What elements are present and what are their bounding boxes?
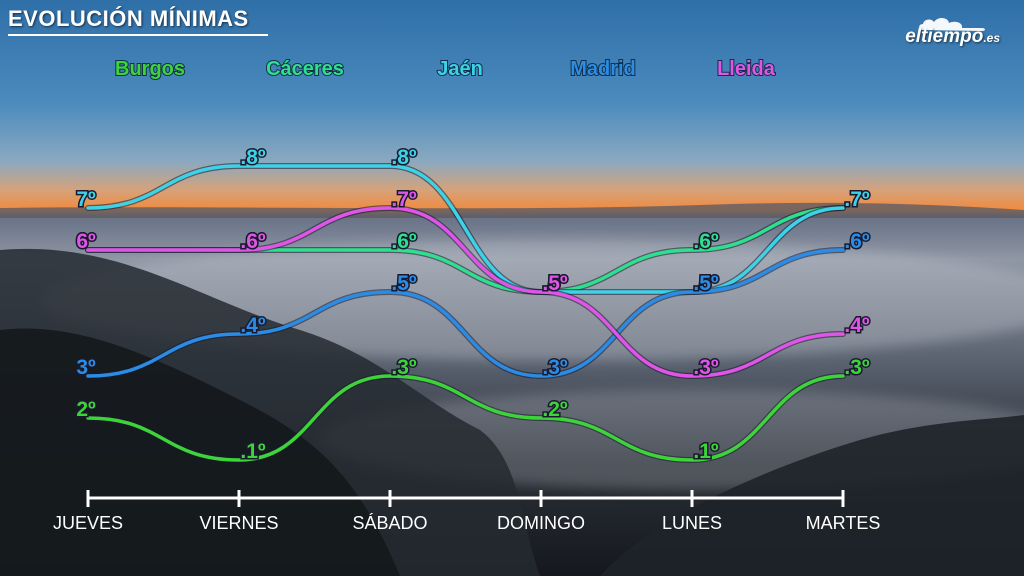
logo-suffix: .es (983, 31, 1000, 45)
data-label-jaen-0: 7º (76, 188, 96, 211)
data-label-caceres-3: .5º (542, 272, 568, 295)
data-label-jaen-4: .5º (693, 272, 719, 295)
data-label-lleida-3: .5º (542, 272, 568, 295)
data-label-burgos-2: .3º (391, 356, 417, 379)
data-label-lleida-2: .7º (391, 188, 417, 211)
data-label-madrid-0: 3º (76, 356, 96, 379)
data-label-burgos-4: .1º (693, 440, 719, 463)
data-label-burgos-3: .2º (542, 398, 568, 421)
data-label-madrid-5: .6º (844, 230, 870, 253)
x-tick-label-4: LUNES (662, 513, 722, 533)
series-line-madrid (86, 248, 845, 378)
x-tick-label-3: DOMINGO (497, 513, 585, 533)
data-label-jaen-3: .5º (542, 272, 568, 295)
data-label-caceres-5: .7º (844, 188, 870, 211)
cloud-logo-icon (919, 17, 985, 31)
data-label-burgos-5: .3º (844, 356, 870, 379)
chart-title: EVOLUCIÓN MÍNIMAS (8, 6, 249, 31)
x-tick-label-0: JUEVES (53, 513, 123, 533)
data-label-jaen-5: .7º (844, 188, 870, 211)
data-label-madrid-1: .4º (240, 314, 266, 337)
data-label-caceres-2: .6º (391, 230, 417, 253)
data-label-jaen-1: .8º (240, 146, 266, 169)
title-underline (8, 34, 268, 36)
series-line-jaen (86, 164, 845, 294)
x-axis: JUEVES VIERNES SÁBADO DOMINGO LUNES MARTES (53, 490, 880, 533)
brand-logo: eltiempo.es (905, 26, 1000, 48)
legend-item-burgos: Burgos (115, 58, 185, 80)
data-label-burgos-0: 2º (76, 398, 96, 421)
series-line-burgos (86, 374, 845, 462)
x-tick-label-1: VIERNES (199, 513, 278, 533)
data-label-burgos-1: .1º (240, 440, 266, 463)
data-label-caceres-4: .6º (693, 230, 719, 253)
series-lines (85, 162, 846, 464)
x-tick-label-2: SÁBADO (352, 513, 427, 533)
logo-main: eltiempo (905, 26, 984, 47)
data-label-caceres-0: 6º (76, 230, 96, 253)
data-label-madrid-2: .5º (391, 272, 417, 295)
value-labels: 2º .1º .3º .2º .1º .3º 6º .6º .6º .5º .6º .7º 7º .8º.… (75, 145, 872, 465)
legend-item-jaen: Jaén (437, 58, 483, 80)
series-line-lleida (86, 206, 845, 378)
data-label-lleida-4: .3º (693, 356, 719, 379)
data-label-madrid-4: .5º (693, 272, 719, 295)
data-label-madrid-3: .3º (542, 356, 568, 379)
legend-item-lleida: Lleida (717, 58, 776, 80)
data-label-jaen-2: .8º (391, 146, 417, 169)
data-label-lleida-1: .6º (240, 230, 266, 253)
data-label-lleida-5: .4º (844, 314, 870, 337)
x-tick-label-5: MARTES (806, 513, 881, 533)
legend-item-madrid: Madrid (570, 58, 636, 80)
title-block: EVOLUCIÓN MÍNIMAS (8, 6, 268, 36)
data-label-lleida-0: 6º (76, 230, 96, 253)
data-label-caceres-1: .6º (240, 230, 266, 253)
legend-item-caceres: Cáceres (266, 58, 344, 80)
legend: Burgos Cáceres Jaén Madrid Lleida (114, 57, 777, 81)
